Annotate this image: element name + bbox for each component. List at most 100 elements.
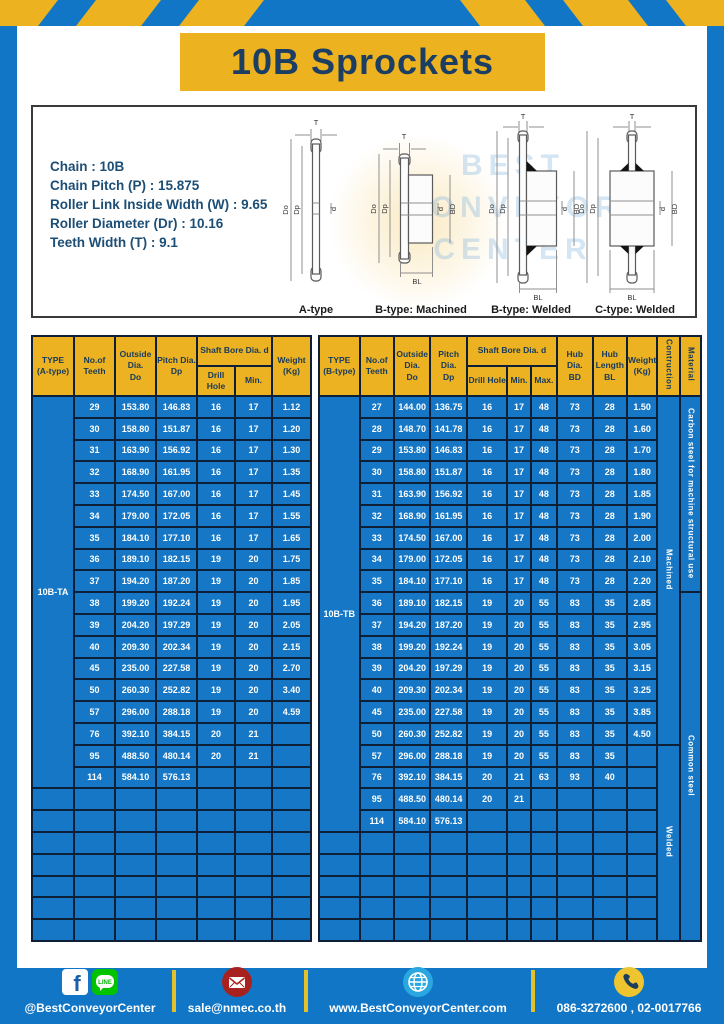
phone-icon[interactable] (614, 967, 644, 997)
table-cell: 19 (465, 591, 509, 615)
material-cell: Carbon steel for machine structural use (678, 394, 703, 594)
table-cell: 27 (358, 395, 395, 419)
table-cell (506, 830, 532, 855)
facebook-icon[interactable]: f (62, 969, 88, 995)
table-cell: 20 (196, 743, 236, 768)
header-row: TYPE (A-type) No.of Teeth Outside Dia. Do P… (31, 335, 313, 397)
footer-phone[interactable]: 086-3272600 , 02-0017766 (541, 966, 717, 1015)
table-cell: 48 (529, 460, 559, 485)
table-cell: 16 (196, 503, 236, 528)
table-cell (114, 809, 157, 833)
table-cell: 20 (506, 656, 532, 681)
table-cell: 576.13 (155, 765, 198, 790)
table-cell: 45 (73, 656, 116, 681)
footer-social[interactable]: f LINE @BestConveyorCenter (10, 966, 170, 1015)
table-cell: 17 (233, 460, 274, 485)
dim-label-t: T (402, 132, 407, 141)
table-cell: 17 (506, 525, 532, 550)
table-cell: 83 (556, 656, 594, 681)
table-row: 40 209.30 202.34 19 20 2.15 (32, 634, 313, 659)
table-cell (591, 874, 628, 899)
table-cell: 488.50 (392, 787, 432, 812)
globe-icon[interactable] (403, 967, 433, 997)
column-header: TYPE (B-type) (318, 335, 361, 397)
table-cell: 16 (196, 416, 236, 441)
table-cell: 172.05 (429, 547, 468, 572)
footer-email[interactable]: sale@nmec.co.th (176, 966, 298, 1015)
table-cell: 17 (506, 547, 532, 572)
table-cell: 73 (556, 547, 594, 572)
website-url[interactable]: www.BestConveyorCenter.com (329, 1001, 507, 1015)
table-cell: 163.90 (392, 482, 432, 506)
empty-row (318, 852, 701, 877)
email-address[interactable]: sale@nmec.co.th (187, 1001, 287, 1015)
table-cell: 1.85 (271, 569, 313, 594)
dim-label-bl: BL (533, 293, 542, 302)
table-cell (271, 852, 313, 877)
table-row: 33 174.50 167.00 16 17 1.45 (32, 482, 313, 506)
table-cell: 16 (465, 482, 509, 506)
table-cell: 141.78 (429, 416, 468, 441)
table-cell (465, 830, 509, 855)
table-cell (591, 918, 628, 942)
table-cell: 1.70 (625, 438, 659, 463)
table-cell (271, 743, 313, 768)
line-icon[interactable]: LINE (92, 969, 118, 995)
table-cell: 3.85 (625, 700, 659, 724)
table-cell (429, 918, 468, 942)
table-cell: 35 (358, 569, 395, 594)
table-cell: 21 (233, 721, 274, 746)
table-cell: 34 (73, 503, 116, 528)
table-cell: 17 (506, 569, 532, 594)
table-row: 35 184.10 177.10 16 17 1.65 (32, 525, 313, 550)
table-cell (358, 874, 395, 899)
social-handle[interactable]: @BestConveyorCenter (24, 1001, 156, 1015)
svg-text:LINE: LINE (98, 980, 112, 986)
table-cell: 4.59 (271, 700, 313, 724)
table-cell: 19 (196, 700, 236, 724)
table-cell: 136.75 (429, 395, 468, 419)
table-cell (114, 896, 157, 921)
table-cell: 16 (465, 460, 509, 485)
table-cell: 184.10 (392, 569, 432, 594)
footer-website[interactable]: www.BestConveyorCenter.com (314, 966, 522, 1015)
table-cell: 1.90 (625, 503, 659, 528)
diagram-caption: A-type (299, 304, 333, 316)
table-cell: 48 (529, 503, 559, 528)
spec-box: BEST CONVEYOR CENTER Chain : 10B Chain P… (31, 105, 697, 318)
table-cell: 34 (358, 547, 395, 572)
construction-cell: Machined (664, 548, 674, 590)
dim-label-do: Do (281, 205, 290, 215)
table-cell: 3.15 (625, 656, 659, 681)
table-cell (31, 809, 75, 833)
table-cell: 156.92 (429, 482, 468, 506)
dim-label-bl: BL (412, 277, 421, 286)
table-cell (233, 830, 274, 855)
table-cell (358, 896, 395, 921)
table-cell: 35 (591, 721, 628, 746)
dim-label-bl: BL (627, 293, 636, 302)
table-cell: 2.05 (271, 612, 313, 637)
phone-numbers[interactable]: 086-3272600 , 02-0017766 (556, 1001, 702, 1015)
table-cell: 488.50 (114, 743, 157, 768)
table-cell (318, 896, 361, 921)
table-cell: 16 (196, 395, 236, 419)
table-cell: 83 (556, 612, 594, 637)
title-banner: 10B Sprockets (180, 33, 545, 91)
table-cell: 174.50 (114, 482, 157, 506)
table-cell: 179.00 (392, 547, 432, 572)
table-cell: 31 (358, 482, 395, 506)
table-cell: 156.92 (155, 438, 198, 463)
mail-icon[interactable] (222, 967, 252, 997)
table-cell: 20 (506, 721, 532, 746)
table-cell (196, 874, 236, 899)
column-header: Weight (Kg) (271, 335, 313, 397)
dim-label-d: d (436, 207, 445, 211)
table-cell (392, 874, 432, 899)
table-cell: 28 (591, 416, 628, 441)
table-cell (73, 874, 116, 899)
table-cell (73, 787, 116, 812)
table-cell (358, 918, 395, 942)
column-header: No.of Teeth (358, 335, 395, 397)
column-header: Shaft Bore Dia. d (465, 335, 559, 367)
